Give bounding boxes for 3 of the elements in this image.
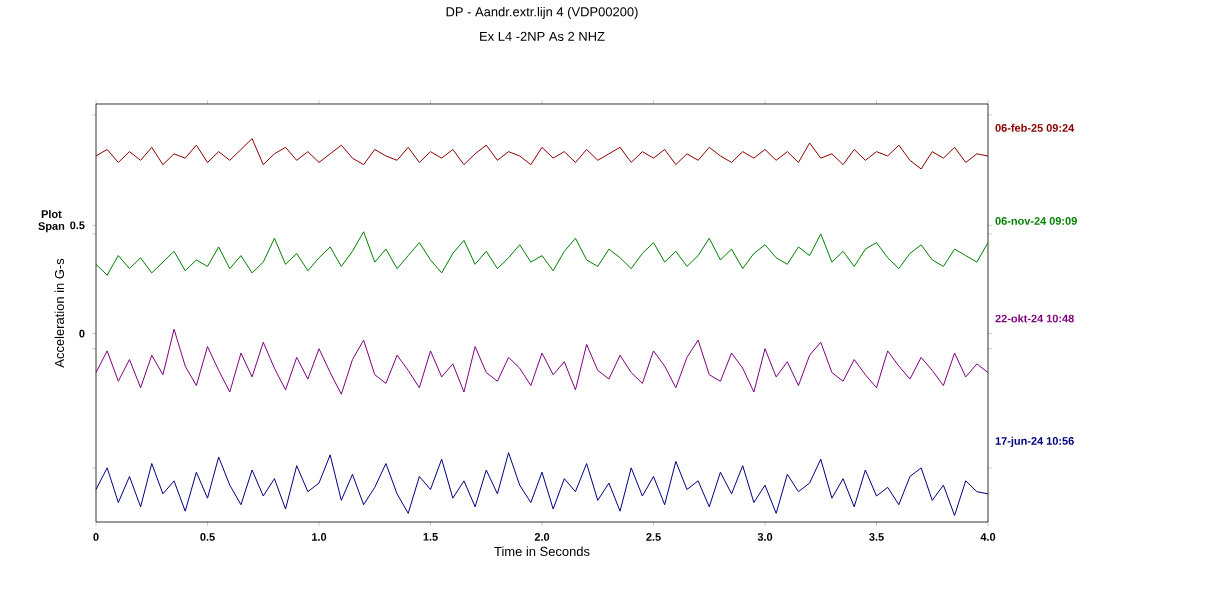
line-series xyxy=(95,138,989,170)
line-series xyxy=(95,452,989,516)
line-series xyxy=(95,328,989,395)
